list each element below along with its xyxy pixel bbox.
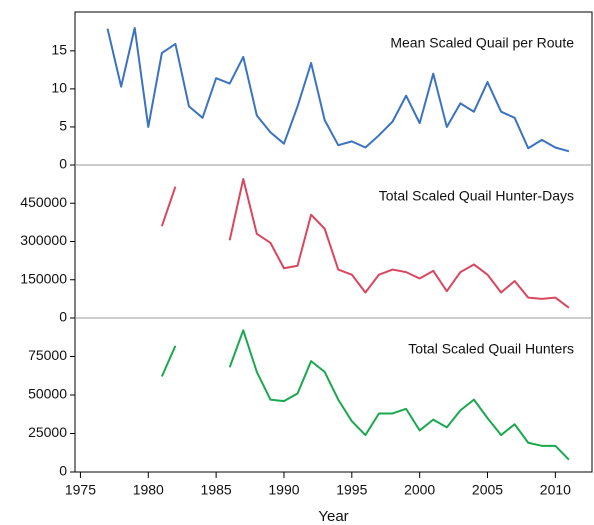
data-line (160, 178, 570, 309)
x-tick-label: 2000 (404, 482, 435, 498)
panel-title: Total Scaled Quail Hunters (408, 341, 574, 357)
plot-frame (74, 11, 593, 473)
y-tick-label: 450000 (20, 194, 67, 210)
y-tick-label: 0 (59, 309, 67, 325)
y-tick-label: 5 (59, 118, 67, 134)
data-line (106, 26, 570, 153)
x-axis-label: Year (318, 508, 348, 525)
y-tick-label: 25000 (28, 424, 67, 440)
x-tick-label: 1985 (201, 482, 232, 498)
x-tick-label: 1990 (268, 482, 299, 498)
y-tick-label: 300000 (20, 232, 67, 248)
x-tick-label: 2010 (540, 482, 571, 498)
y-tick-label: 150000 (20, 270, 67, 286)
x-tick-label: 1980 (133, 482, 164, 498)
data-line (160, 329, 570, 461)
y-tick-label: 0 (59, 463, 67, 479)
panel-title: Mean Scaled Quail per Route (390, 35, 574, 51)
y-tick-label: 10 (51, 80, 67, 96)
y-tick-label: 0 (59, 156, 67, 172)
x-tick-label: 1975 (65, 482, 96, 498)
y-tick-label: 50000 (28, 386, 67, 402)
x-tick-label: 2005 (472, 482, 503, 498)
x-tick-label: 1995 (336, 482, 367, 498)
panel-title: Total Scaled Quail Hunter-Days (379, 188, 574, 204)
y-tick-label: 75000 (28, 347, 67, 363)
y-tick-label: 15 (51, 42, 67, 58)
